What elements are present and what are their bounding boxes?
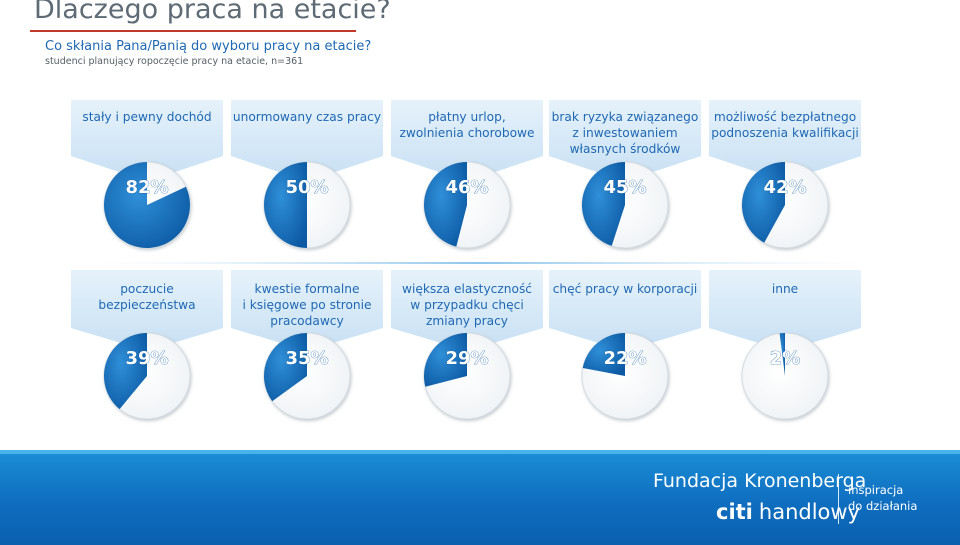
category-label-r1c1: kwestie formalne i księgowe po stronie pra… (242, 282, 371, 328)
pie-chart-grid: stały i pewny dochód unormowany czas prac… (71, 100, 861, 420)
value-label-r1c3: 22% (603, 348, 646, 369)
label-panel-r0c0 (71, 100, 223, 176)
category-label-r0c0: stały i pewny dochód (82, 110, 211, 124)
category-label-line: chęć pracy w korporacji (553, 282, 698, 296)
category-label-r1c0: poczucie bezpieczeństwa (98, 282, 195, 312)
pie-slice-r0c1 (264, 162, 307, 248)
category-label-line: zwolnienia chorobowe (399, 126, 534, 140)
value-label-r0c4: 42% (763, 177, 806, 198)
category-label-line: z inwestowaniem (572, 126, 677, 140)
category-label-line: brak ryzyka związanego (552, 110, 699, 124)
pie-slice-r1c4 (779, 333, 785, 376)
category-label-line: kwestie formalne (255, 282, 360, 296)
label-panel-r1c4 (709, 270, 861, 346)
category-label-r1c3: chęć pracy w korporacji (553, 282, 698, 296)
value-label-r1c0: 39% (125, 348, 168, 369)
category-label-r0c3: brak ryzyka związanego z inwestowaniem wła… (552, 110, 699, 156)
category-label-line: inne (772, 282, 798, 296)
category-label-line: większa elastyczność (402, 282, 532, 296)
pie-slice-r0c0 (104, 162, 191, 248)
category-label-r1c4: inne (772, 282, 798, 296)
tagline-line-1: inspiracja (848, 483, 904, 497)
pie-slice-r1c2 (424, 333, 467, 387)
category-label-line: stały i pewny dochód (82, 110, 211, 124)
category-label-r0c1: unormowany czas pracy (233, 110, 381, 124)
page-title: Dlaczego praca na etacie? (34, 0, 391, 25)
category-label-line: własnych środków (570, 142, 681, 156)
category-label-line: i księgowe po stronie (242, 298, 371, 312)
category-label-line: zmiany pracy (426, 314, 508, 328)
label-panel-r1c0 (71, 270, 223, 346)
label-panel-r1c3 (549, 270, 701, 346)
label-panel-r0c2 (391, 100, 543, 176)
title-underline (30, 30, 356, 32)
tagline-line-2: do działania (848, 499, 918, 513)
label-panel-r1c2 (391, 270, 543, 346)
category-label-line: bezpieczeństwa (98, 298, 195, 312)
category-label-line: unormowany czas pracy (233, 110, 381, 124)
category-label-line: podnoszenia kwalifikacji (711, 126, 859, 140)
pie-slice-r1c3 (582, 333, 625, 376)
bank-prefix: citi (716, 500, 753, 524)
sample-note: studenci planujący ropoczęcie pracy na e… (45, 56, 304, 67)
footer-divider (838, 474, 839, 524)
value-label-r1c1: 35% (285, 348, 328, 369)
category-label-r0c2: płatny urlop, zwolnienia chorobowe (399, 110, 534, 140)
value-label-r0c1: 50% (285, 177, 328, 198)
category-label-line: płatny urlop, (428, 110, 505, 124)
label-panel-r0c4 (709, 100, 861, 176)
brand-name: Fundacja Kronenberga (653, 470, 867, 492)
bank-logo: citi handlowy (716, 500, 860, 524)
value-label-r0c0: 82% (125, 177, 168, 198)
category-label-line: możliwość bezpłatnego (714, 110, 856, 124)
label-panel-r1c1 (231, 270, 383, 346)
category-label-line: pracodawcy (270, 314, 343, 328)
pie-slice-r0c4 (741, 162, 785, 243)
category-label-line: w przypadku chęci (410, 298, 523, 312)
row-separator (100, 262, 860, 264)
footer-band (0, 450, 960, 545)
label-panel-r0c1 (231, 100, 383, 176)
value-label-r1c2: 29% (445, 348, 488, 369)
value-label-r0c3: 45% (603, 177, 646, 198)
pie-slice-r1c0 (104, 333, 147, 410)
category-label-r1c2: większa elastyczność w przypadku chęci zmi… (402, 282, 532, 328)
survey-question: Co skłania Pana/Panią do wyboru pracy na… (45, 39, 372, 54)
label-panel-r0c3 (549, 100, 701, 176)
pie-slice-r1c1 (264, 333, 307, 402)
category-label-r0c4: możliwość bezpłatnego podnoszenia kwalifi… (711, 110, 859, 140)
pie-slice-r0c3 (581, 162, 625, 246)
value-label-r1c4: 2% (770, 348, 801, 369)
tagline: inspiracja do działania (848, 482, 917, 514)
bank-name: handlowy (758, 500, 860, 524)
category-label-line: poczucie (120, 282, 174, 296)
value-label-r0c2: 46% (445, 177, 488, 198)
pie-slice-r0c2 (424, 162, 467, 247)
